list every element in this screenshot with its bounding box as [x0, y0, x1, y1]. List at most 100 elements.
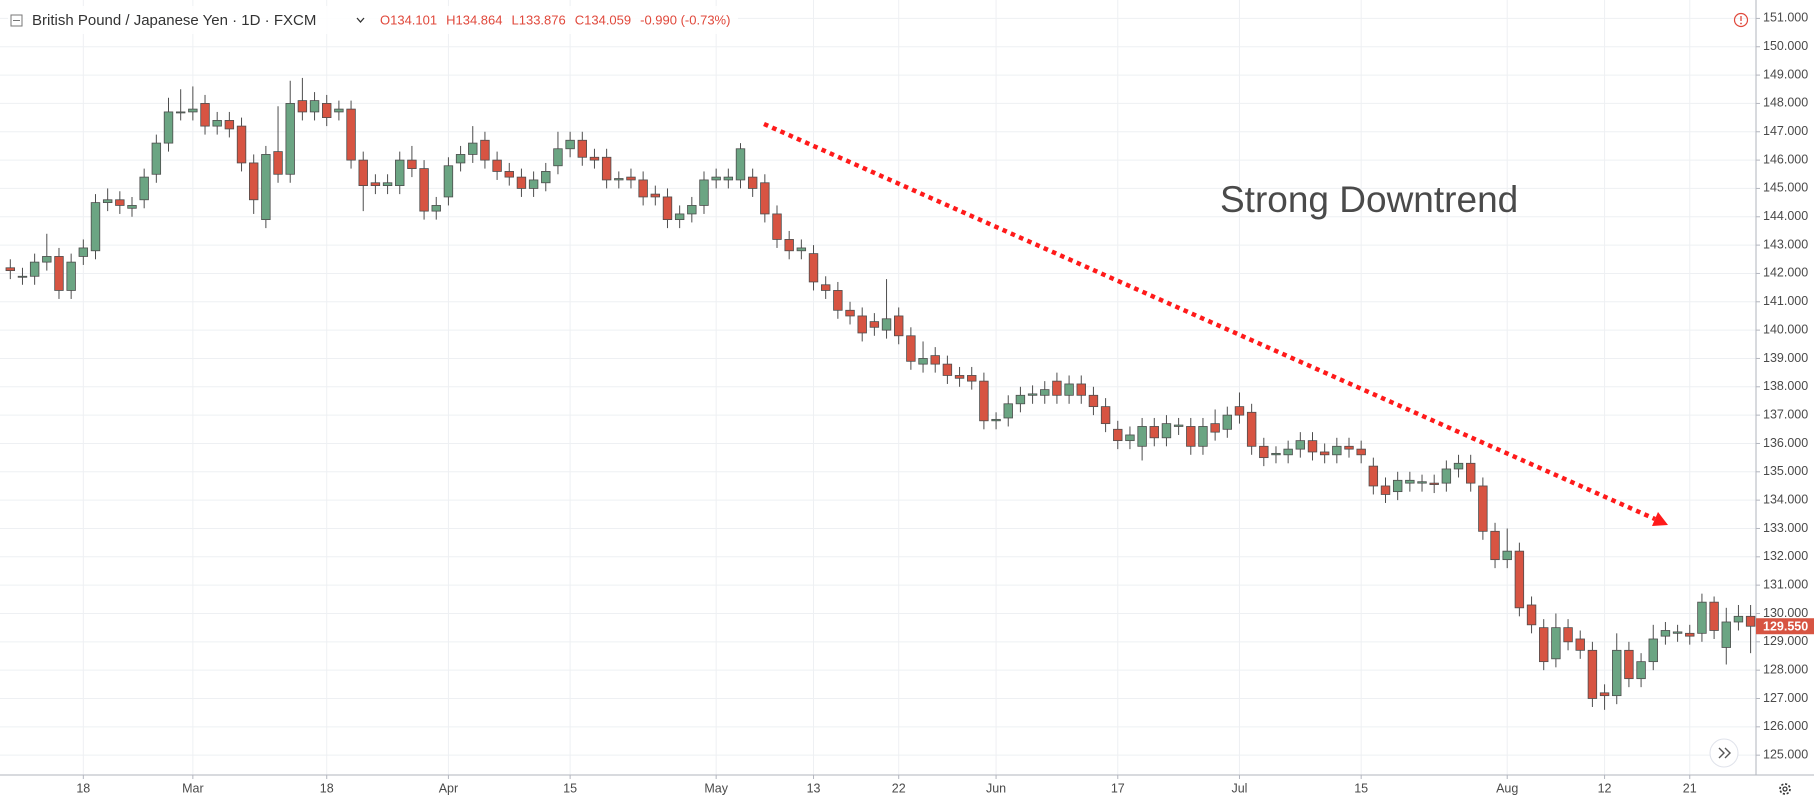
candle-body — [1040, 389, 1050, 396]
x-tick-label: 12 — [1598, 781, 1612, 795]
candle-body — [492, 159, 502, 172]
candle-body — [906, 335, 916, 362]
candle-body — [1052, 380, 1062, 396]
y-tick-label: 146.000 — [1763, 152, 1808, 166]
candle-body — [334, 108, 344, 113]
axes: 125.000 126.000 127.000 128.000 129.000 130.0… — [76, 11, 1814, 795]
candle-body — [42, 256, 52, 263]
y-tick-label: 126.000 — [1763, 719, 1808, 733]
symbol-dropdown[interactable] — [356, 17, 365, 23]
grid — [0, 0, 1756, 775]
candle-body — [382, 182, 393, 187]
y-tick-label: 149.000 — [1763, 67, 1808, 81]
candle-body — [309, 100, 320, 113]
y-tick-label: 136.000 — [1763, 436, 1808, 450]
candle-body — [699, 179, 709, 206]
candle-body — [565, 139, 575, 150]
candle-body — [175, 111, 186, 114]
candle-body — [261, 154, 271, 221]
candle-body — [127, 205, 137, 209]
candle-body — [1709, 601, 1719, 631]
candle-body — [967, 375, 977, 382]
collapse-icon[interactable] — [10, 14, 23, 27]
candle-body — [1295, 440, 1306, 450]
y-tick-label: 144.000 — [1763, 209, 1808, 223]
candle-body — [1429, 482, 1439, 485]
x-tick-label: Aug — [1496, 781, 1518, 795]
candles — [5, 77, 1756, 710]
candle-body — [224, 120, 235, 130]
symbol-title[interactable]: British Pound / Japanese Yen · 1D · FXCM — [32, 12, 316, 29]
candle-body — [1186, 426, 1196, 447]
candle-body — [1599, 692, 1610, 697]
candle-body — [468, 142, 478, 155]
candle-body — [200, 103, 210, 127]
candle-body — [1319, 451, 1330, 456]
candle-body — [1539, 627, 1549, 663]
y-tick-label: 150.000 — [1763, 39, 1808, 53]
x-tick-label: 22 — [892, 781, 906, 795]
candle-body — [820, 284, 831, 291]
candle-body — [273, 151, 283, 175]
candle-body — [626, 176, 636, 181]
candle-body — [528, 179, 539, 189]
candle-body — [796, 247, 807, 252]
candle-body — [772, 213, 782, 240]
y-tick-label: 125.000 — [1763, 747, 1808, 761]
candle-body — [918, 358, 928, 365]
candle-body — [1259, 445, 1269, 459]
candle-body — [407, 159, 417, 170]
candle-body — [1526, 604, 1537, 626]
candle-body — [66, 261, 76, 291]
x-tick-label: 18 — [76, 781, 90, 795]
settings-icon[interactable] — [1779, 783, 1791, 795]
candle-body — [991, 418, 1001, 422]
ohlc-value: L133.876 — [512, 12, 566, 27]
x-tick-label: Jun — [986, 781, 1006, 795]
candle-body — [1441, 468, 1452, 484]
candle-body — [930, 355, 940, 365]
alert-icon[interactable] — [1733, 12, 1749, 28]
candle-body — [833, 290, 843, 311]
candle-body — [638, 179, 648, 198]
arrow-head — [1652, 512, 1668, 526]
ohlc-value: O134.101 — [380, 12, 437, 27]
candle-body — [1173, 424, 1184, 427]
candle-body — [1368, 465, 1379, 487]
y-tick-label: 141.000 — [1763, 294, 1808, 308]
candle-body — [139, 176, 149, 201]
candle-body — [845, 309, 855, 317]
time-axis-bg — [0, 775, 1814, 802]
candle-body — [1575, 638, 1585, 651]
x-tick-label: 21 — [1683, 781, 1697, 795]
candle-body — [1466, 462, 1476, 484]
candle-body — [1100, 406, 1111, 425]
candle-body — [90, 202, 101, 252]
candle-body — [102, 199, 113, 204]
candle-body — [541, 171, 551, 184]
candle-body — [1660, 630, 1671, 637]
candle-body — [212, 120, 222, 127]
candle-body — [1636, 661, 1646, 680]
candle-body — [1745, 615, 1756, 627]
candle-body — [577, 139, 587, 158]
candle-body — [1648, 638, 1658, 663]
y-tick-label: 132.000 — [1763, 549, 1808, 563]
candle-body — [614, 178, 624, 181]
candle-body — [1125, 434, 1135, 442]
y-tick-label: 131.000 — [1763, 577, 1808, 591]
candle-body — [1027, 393, 1038, 396]
candle-body — [248, 162, 259, 201]
candle-body — [17, 275, 28, 278]
candle-body — [674, 213, 685, 221]
y-tick-label: 151.000 — [1763, 11, 1808, 25]
y-tick-label: 137.000 — [1763, 407, 1808, 421]
candle-body — [1332, 445, 1342, 456]
candle-body — [711, 176, 721, 181]
candle-body — [1198, 426, 1208, 447]
x-tick-label: 15 — [1354, 781, 1368, 795]
candle-body — [760, 182, 770, 215]
candle-body — [1088, 394, 1099, 408]
